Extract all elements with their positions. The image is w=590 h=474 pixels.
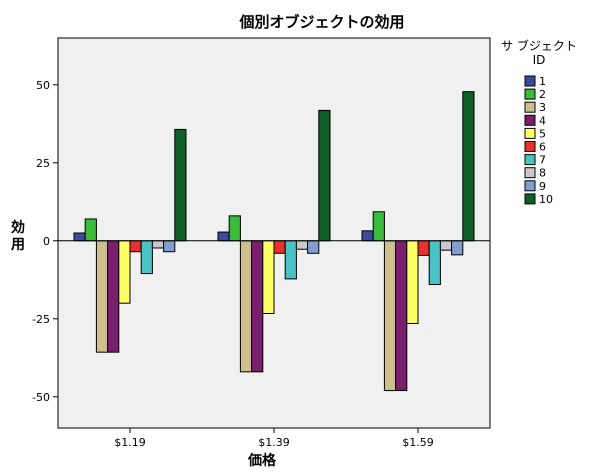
y-axis-title: 効用 — [11, 219, 25, 253]
legend-label: 9 — [539, 180, 546, 193]
bar — [451, 240, 464, 256]
y-tick-label: 50 — [36, 79, 50, 92]
legend-label: 5 — [539, 127, 546, 140]
bar — [361, 230, 374, 242]
legend-swatch — [524, 154, 536, 166]
bar — [118, 240, 131, 304]
bar — [428, 240, 441, 285]
legend-label: 4 — [539, 114, 546, 127]
bar — [284, 240, 297, 280]
bar — [73, 232, 86, 242]
bar — [151, 240, 165, 249]
bar — [318, 109, 331, 242]
bar — [462, 91, 475, 242]
legend-label: 3 — [539, 101, 546, 114]
legend-swatch — [524, 75, 536, 87]
legend-label: 2 — [539, 88, 546, 101]
bar — [372, 211, 385, 242]
legend-label: 8 — [539, 167, 546, 180]
bar — [439, 240, 453, 251]
bar — [95, 240, 109, 353]
bar — [129, 240, 142, 253]
bars — [73, 91, 475, 392]
legend-label: 6 — [539, 141, 546, 154]
bar — [140, 240, 153, 275]
legend-swatch — [524, 114, 536, 126]
bar — [295, 240, 309, 250]
legend-title-line1: サ ブジェクト — [501, 38, 577, 53]
y-tick-label: 0 — [43, 235, 50, 248]
bar — [228, 215, 241, 242]
bar — [273, 240, 286, 254]
y-axis: 50 25 0 -25 -50 — [32, 79, 58, 404]
y-axis-title-char: 用 — [11, 237, 25, 253]
y-tick-label: -50 — [32, 391, 50, 404]
bar — [217, 231, 230, 242]
y-tick-label: 25 — [36, 157, 50, 170]
legend-label: 7 — [539, 154, 546, 167]
x-axis: $1.19 $1.39 $1.59 — [114, 428, 434, 449]
x-tick-label: $1.39 — [258, 436, 290, 449]
bar — [406, 240, 419, 324]
legend-swatch — [524, 127, 536, 139]
legend-swatch — [524, 141, 536, 152]
bar — [383, 240, 397, 392]
x-tick-label: $1.59 — [402, 436, 434, 449]
bar — [107, 240, 120, 353]
x-tick-label: $1.19 — [114, 436, 146, 449]
legend-label: 1 — [539, 75, 546, 88]
legend-swatch — [524, 193, 536, 205]
legend-swatch — [524, 101, 536, 113]
bar — [239, 240, 253, 373]
x-axis-title: 価格 — [247, 452, 277, 469]
bar — [251, 240, 264, 373]
bar — [163, 240, 176, 253]
bar — [395, 240, 408, 392]
bar — [84, 218, 97, 242]
legend-label: 10 — [539, 193, 553, 206]
bar — [417, 240, 430, 256]
y-axis-title-char: 効 — [11, 219, 25, 236]
y-tick-label: -25 — [32, 313, 50, 326]
bar — [262, 240, 275, 314]
chart-title: 個別オブジェクトの効用 — [238, 13, 404, 31]
plot-area — [57, 37, 491, 429]
legend-title-line2: ID — [533, 53, 546, 67]
legend-swatch — [524, 167, 536, 179]
bar — [307, 240, 320, 254]
bar — [174, 128, 187, 242]
legend-swatch — [524, 180, 536, 192]
legend-swatch — [524, 88, 536, 100]
